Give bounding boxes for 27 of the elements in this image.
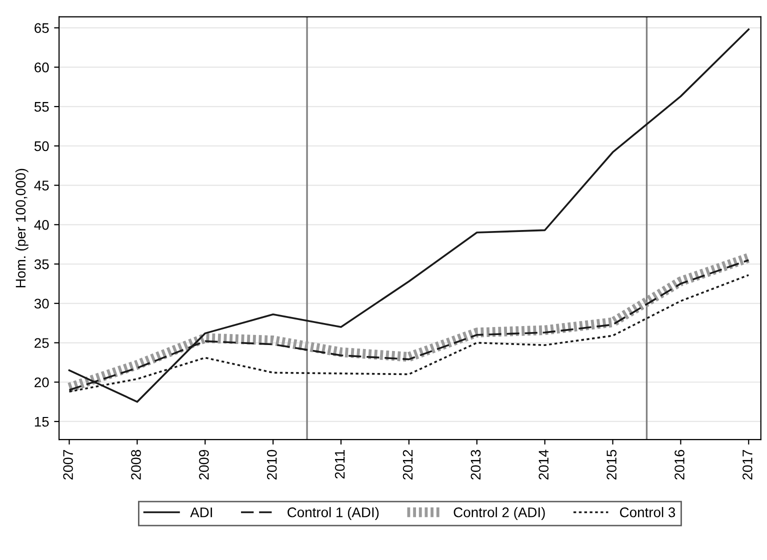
x-tick-label: 2017 [742, 450, 752, 480]
x-tick-label: 2014 [538, 450, 549, 480]
x-tick-label: 2009 [199, 450, 209, 480]
x-tick-label: 2010 [266, 450, 277, 480]
legend-label: Control 2 (ADI) [454, 507, 545, 520]
y-axis-title: Hom. (per 100,000) [15, 168, 28, 288]
legend-label: Control 1 (ADI) [288, 507, 379, 520]
x-tick-label: 2015 [606, 450, 616, 480]
x-tick-label: 2011 [334, 450, 345, 478]
y-tick-label: 40 [34, 220, 49, 230]
x-tick-label: 2012 [402, 450, 413, 480]
y-tick-label: 60 [34, 62, 49, 72]
y-tick-label: 55 [34, 102, 49, 112]
legend-label: ADI [190, 508, 212, 518]
y-tick-label: 50 [34, 141, 49, 152]
y-tick-label: 35 [34, 259, 49, 270]
y-tick-label: 20 [34, 377, 49, 388]
y-tick-label: 45 [34, 180, 49, 190]
x-tick-label: 2013 [470, 450, 481, 480]
y-tick-label: 15 [34, 416, 49, 427]
y-tick-label: 30 [34, 298, 49, 309]
y-tick-label: 65 [34, 23, 49, 33]
x-tick-label: 2007 [63, 450, 73, 480]
x-tick-label: 2008 [131, 450, 141, 480]
y-tick-label: 25 [34, 338, 49, 348]
x-tick-label: 2016 [674, 450, 684, 480]
legend-label: Control 3 [620, 507, 676, 518]
